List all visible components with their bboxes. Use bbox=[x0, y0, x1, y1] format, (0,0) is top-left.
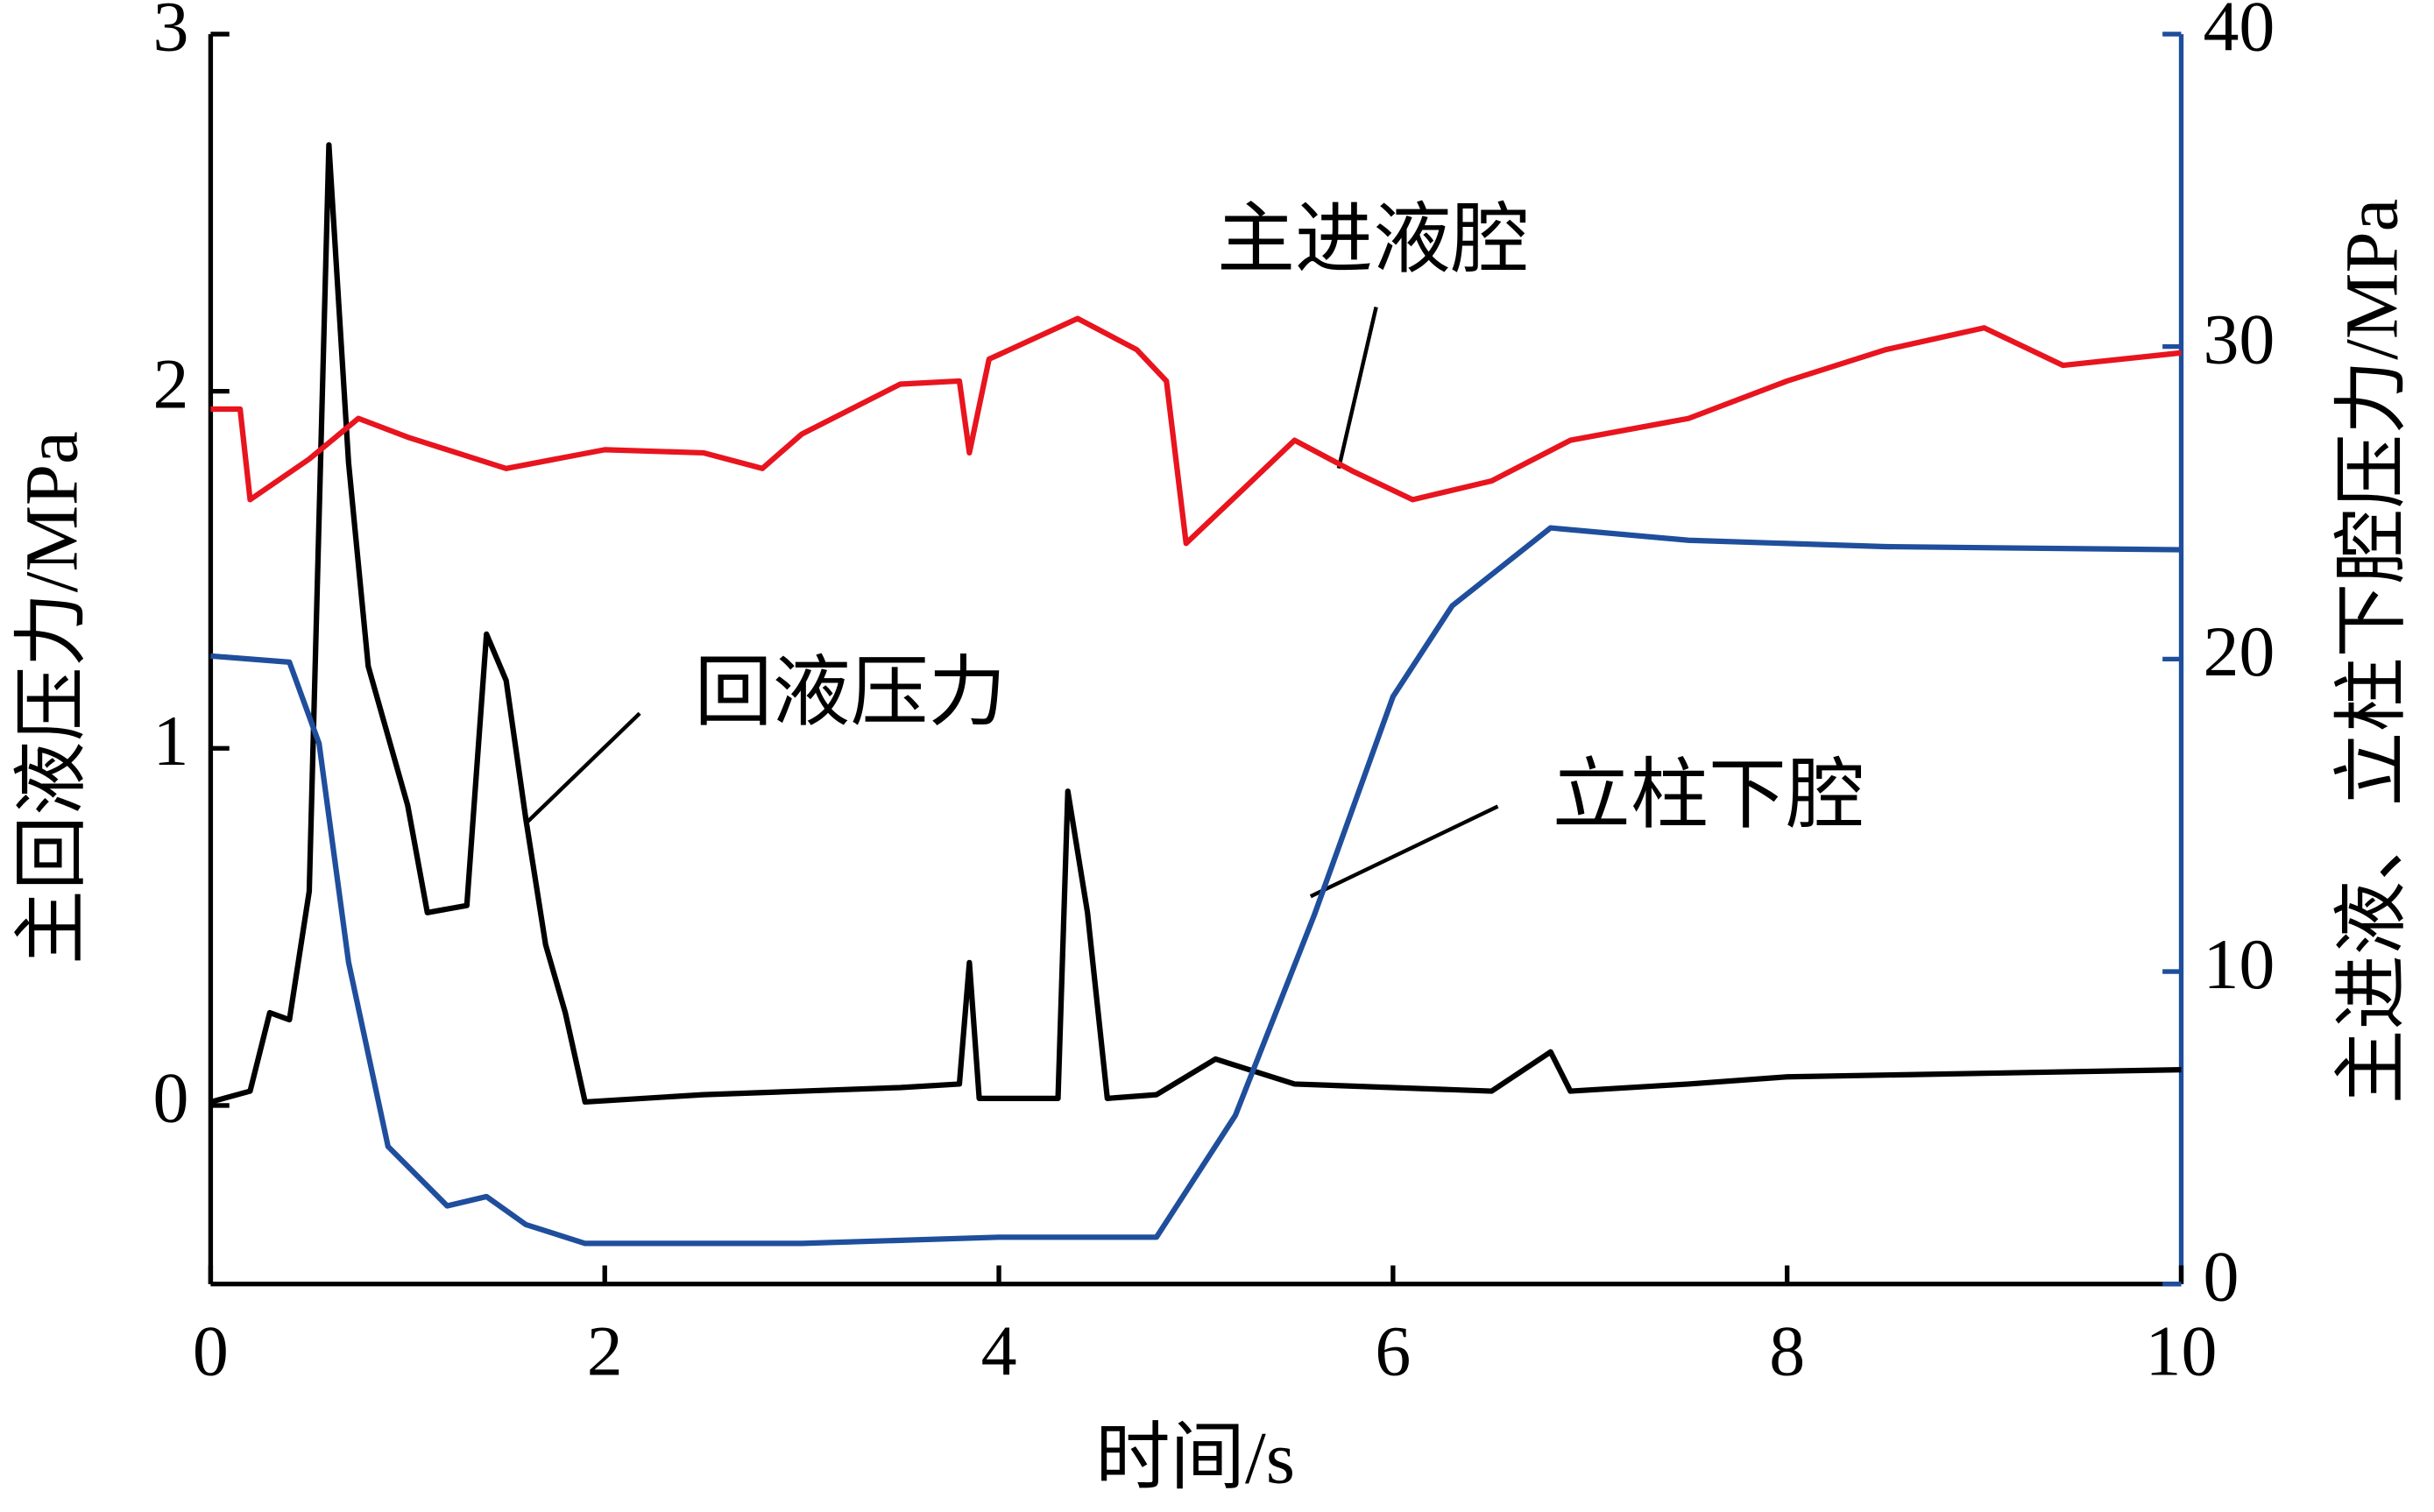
y-tick-label: 3 bbox=[153, 0, 189, 67]
x-tick-label: 0 bbox=[193, 1311, 229, 1391]
x-axis-label: 时间/s bbox=[1095, 1417, 1295, 1500]
series-line bbox=[210, 525, 2182, 1247]
x-tick-label: 6 bbox=[1375, 1311, 1411, 1391]
x-tick-label: 10 bbox=[2146, 1311, 2218, 1391]
y2-tick-label: 30 bbox=[2203, 300, 2275, 379]
leader-line bbox=[526, 711, 641, 823]
y2-tick-label: 40 bbox=[2203, 0, 2275, 67]
y2-tick-label: 10 bbox=[2203, 924, 2275, 1004]
y-tick-label: 2 bbox=[153, 344, 189, 424]
series-line bbox=[209, 142, 2182, 1106]
leader-line bbox=[1336, 307, 1378, 470]
y-tick-label: 0 bbox=[153, 1058, 189, 1138]
series-label: 回液压力 bbox=[694, 651, 1006, 737]
series-line bbox=[210, 315, 2182, 547]
x-tick-label: 8 bbox=[1769, 1311, 1805, 1391]
y2-tick-label: 20 bbox=[2203, 611, 2275, 691]
leader-line bbox=[1309, 804, 1499, 899]
series-label: 立柱下腔 bbox=[1553, 753, 1864, 839]
x-tick-label: 2 bbox=[587, 1311, 623, 1391]
x-tick-label: 4 bbox=[981, 1311, 1017, 1391]
y2-axis-label: 主进液、立柱下腔压力/MPa bbox=[2331, 199, 2413, 1105]
series-label: 主进液腔 bbox=[1217, 198, 1529, 284]
y-tick-label: 1 bbox=[153, 701, 189, 781]
y2-tick-label: 0 bbox=[2203, 1237, 2239, 1317]
y-axis-label: 主回液压力/MPa bbox=[11, 431, 93, 964]
leader-lines bbox=[526, 307, 1499, 899]
